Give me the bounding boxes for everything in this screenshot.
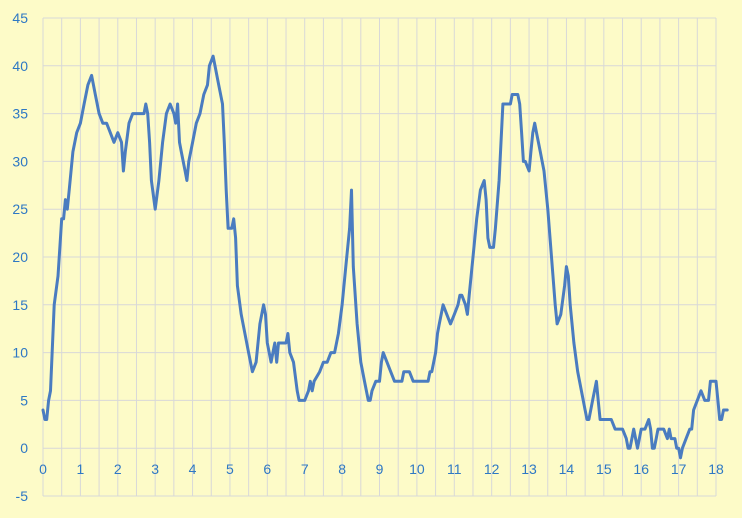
x-tick-label: 0 xyxy=(39,461,47,477)
series-layer xyxy=(41,54,729,460)
x-tick-label: 3 xyxy=(151,461,159,477)
x-tick-label: 6 xyxy=(263,461,271,477)
y-tick-label: 5 xyxy=(20,392,28,408)
y-tick-label: 45 xyxy=(12,10,28,26)
x-tick-label: 7 xyxy=(301,461,309,477)
x-tick-label: 17 xyxy=(671,461,687,477)
y-tick-label: 20 xyxy=(12,249,28,265)
y-tick-label: 25 xyxy=(12,201,28,217)
x-tick-label: 1 xyxy=(76,461,84,477)
x-tick-label: 12 xyxy=(484,461,500,477)
y-tick-label: 0 xyxy=(20,440,28,456)
x-tick-label: 11 xyxy=(447,461,462,477)
x-tick-label: 10 xyxy=(409,461,425,477)
y-tick-label: -5 xyxy=(16,488,29,504)
series-line-1 xyxy=(41,54,729,460)
y-tick-label: 15 xyxy=(12,297,28,313)
x-tick-label: 5 xyxy=(226,461,234,477)
x-tick-label: 4 xyxy=(189,461,197,477)
x-tick-label: 16 xyxy=(633,461,649,477)
x-tick-label: 18 xyxy=(708,461,724,477)
x-tick-label: 2 xyxy=(114,461,122,477)
x-tick-label: 13 xyxy=(521,461,537,477)
x-tick-label: 15 xyxy=(596,461,612,477)
grid-lines xyxy=(42,17,717,497)
y-tick-label: 35 xyxy=(12,106,28,122)
x-tick-label: 9 xyxy=(376,461,384,477)
y-tick-label: 10 xyxy=(12,345,28,361)
y-tick-label: 30 xyxy=(12,153,28,169)
y-tick-label: 40 xyxy=(12,58,28,74)
x-tick-label: 14 xyxy=(559,461,575,477)
x-tick-label: 8 xyxy=(338,461,346,477)
